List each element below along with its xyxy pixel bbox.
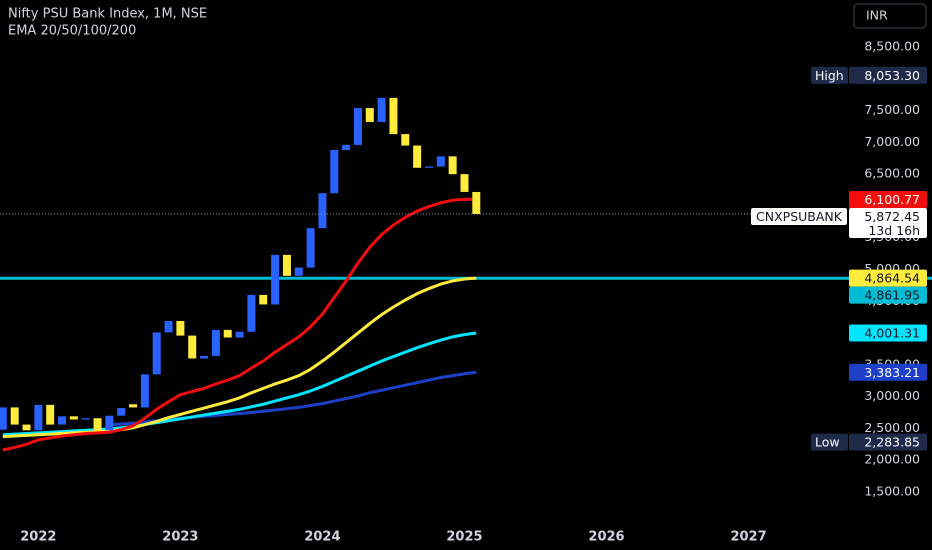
candle-body	[93, 418, 102, 431]
y-tick-label: 8,500.00	[864, 39, 920, 54]
y-tick-label: 2,500.00	[864, 420, 920, 435]
candle-body	[424, 166, 433, 168]
hline-value: 4,861.95	[864, 288, 920, 303]
ema-last-value: 3,383.21	[864, 365, 920, 380]
candle-body	[211, 329, 220, 356]
x-tick-label: 2027	[730, 530, 766, 545]
candle-body	[353, 108, 362, 145]
candle-body	[34, 404, 43, 431]
candle-body	[176, 320, 185, 336]
ema-last-value: 6,100.77	[864, 192, 920, 207]
candle-body	[0, 407, 7, 430]
x-tick-label: 2026	[588, 530, 624, 545]
high-tag-bg	[811, 66, 848, 84]
candle-body	[58, 416, 67, 425]
ema-last-value: 4,001.31	[864, 325, 920, 340]
last-price: 5,872.45	[864, 209, 920, 224]
candle-body	[377, 97, 386, 123]
candle-body	[259, 294, 268, 305]
candle-body	[472, 191, 481, 215]
x-tick-label: 2022	[20, 530, 56, 545]
chart-title: Nifty PSU Bank Index, 1M, NSE	[8, 7, 207, 22]
candle-body	[318, 193, 327, 229]
x-tick-label: 2024	[304, 530, 340, 545]
candle-body	[200, 355, 209, 359]
candle-body	[306, 228, 315, 268]
low-tag: Low	[815, 435, 840, 450]
indicator-label[interactable]: EMA 20/50/100/200	[8, 24, 136, 39]
candle-body	[436, 156, 445, 167]
candle-body	[389, 97, 398, 135]
candle-body	[117, 408, 126, 416]
candle-body	[247, 294, 256, 332]
candle-body	[10, 407, 19, 425]
candle-body	[69, 416, 78, 420]
plot-area	[0, 97, 932, 452]
y-tick-label: 2,000.00	[864, 452, 920, 467]
candle-body	[105, 415, 114, 431]
ema-line	[2, 331, 477, 437]
candle-body	[413, 145, 422, 168]
ema-last-value-bg	[849, 191, 927, 209]
candle-body	[188, 335, 197, 359]
candle-body	[342, 144, 351, 150]
candle-body	[460, 174, 469, 192]
low-tag-bg	[811, 433, 848, 451]
y-tick-label: 6,500.00	[864, 166, 920, 181]
high-tag: High	[815, 68, 844, 83]
ema-last-value: 4,864.54	[864, 271, 920, 286]
candle-body	[294, 267, 303, 276]
countdown: 13d 16h	[868, 223, 920, 238]
currency-box[interactable]	[853, 3, 927, 29]
low-value: 2,283.85	[864, 435, 920, 450]
candle-body	[330, 150, 339, 194]
x-tick-label: 2023	[162, 530, 198, 545]
ema-last-value-bg	[849, 363, 927, 381]
candle-body	[81, 418, 90, 420]
y-tick-label: 7,000.00	[864, 134, 920, 149]
x-tick-label: 2025	[446, 530, 482, 545]
y-tick-label: 3,000.00	[864, 388, 920, 403]
candle-body	[401, 134, 410, 146]
candle-body	[235, 331, 244, 338]
candle-body	[164, 320, 173, 333]
candle-body	[271, 254, 280, 305]
candle-body	[365, 108, 374, 123]
candle-body	[129, 404, 138, 408]
candle-body	[152, 332, 161, 375]
price-badges: High 8,053.30 6,100.77 CNXPSUBANK 5,872.4513…	[751, 66, 927, 451]
ema-last-value-bg	[849, 269, 927, 287]
candle-body	[140, 374, 149, 408]
candle-body	[22, 424, 31, 431]
currency[interactable]: INR	[866, 8, 888, 23]
ema-last-value-bg	[849, 324, 927, 342]
symbol-tag: CNXPSUBANK	[756, 209, 843, 224]
low-value-bg	[849, 433, 927, 451]
high-value: 8,053.30	[864, 68, 920, 83]
high-value-bg	[849, 66, 927, 84]
candle-body	[46, 404, 55, 425]
ema-line	[2, 197, 477, 452]
candle-body	[223, 329, 232, 338]
candle-body	[448, 156, 457, 175]
symbol-tag-bg	[751, 208, 847, 226]
y-tick-label: 7,500.00	[864, 102, 920, 117]
y-tick-label: 1,500.00	[864, 483, 920, 498]
hline-value-bg	[849, 286, 927, 304]
last-price-bg	[849, 208, 927, 239]
candle-body	[282, 254, 291, 276]
